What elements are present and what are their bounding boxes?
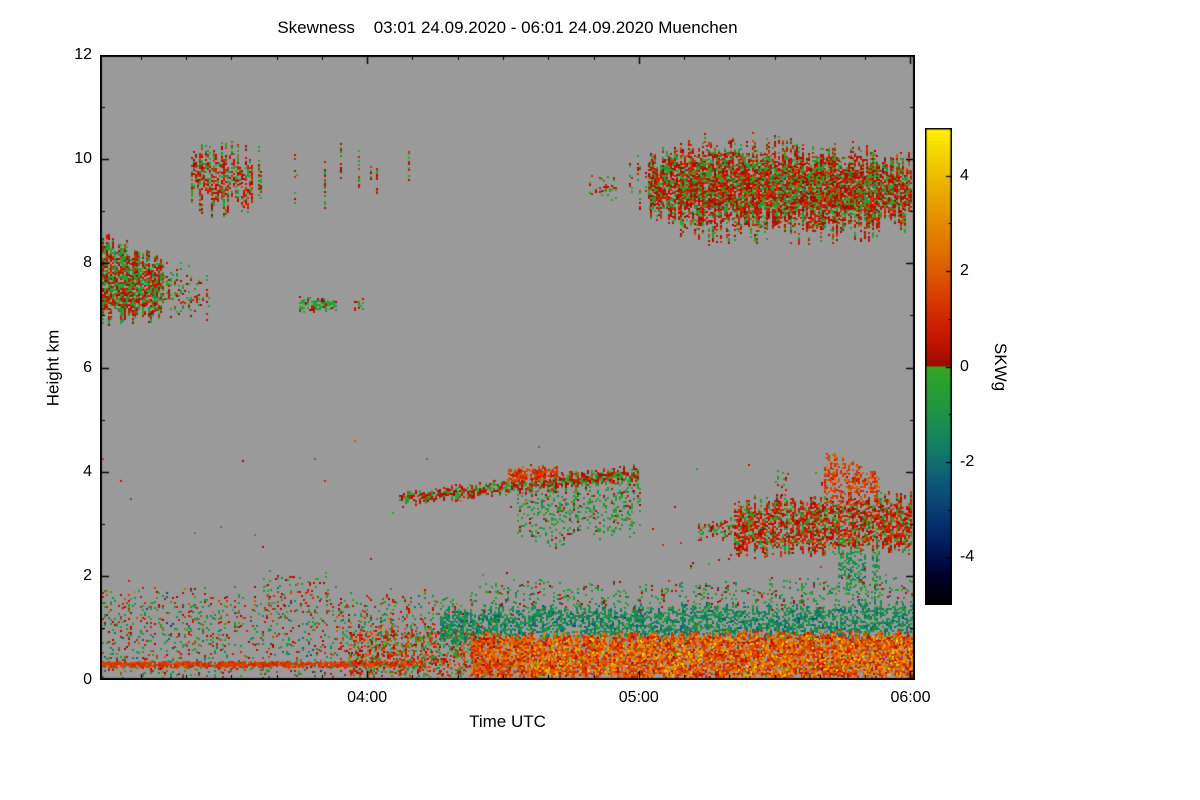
colorbar-tick-label: 4 <box>960 166 969 184</box>
y-tick-label: 12 <box>74 46 92 63</box>
chart-title: Skewness 03:01 24.09.2020 - 06:01 24.09.… <box>277 18 738 37</box>
x-tick-label: 05:00 <box>618 689 659 706</box>
x-axis-title: Time UTC <box>469 712 546 731</box>
y-tick-label: 8 <box>83 254 92 272</box>
y-tick-label: 0 <box>83 671 92 688</box>
y-tick-label: 4 <box>83 462 92 480</box>
colorbar-tick-label: -2 <box>960 452 975 470</box>
colorbar <box>925 128 952 605</box>
x-tick-label: 04:00 <box>347 689 388 706</box>
colorbar-tick-label: 2 <box>960 262 969 280</box>
y-tick-label: 2 <box>83 566 92 584</box>
y-tick-label: 6 <box>83 358 92 376</box>
colorbar-tick-label: -4 <box>960 548 975 566</box>
y-tick-label: 10 <box>74 150 92 168</box>
colorbar-tick-label: 0 <box>960 357 969 375</box>
x-tick-label: 06:00 <box>890 689 931 706</box>
heatmap-plot <box>100 55 915 680</box>
